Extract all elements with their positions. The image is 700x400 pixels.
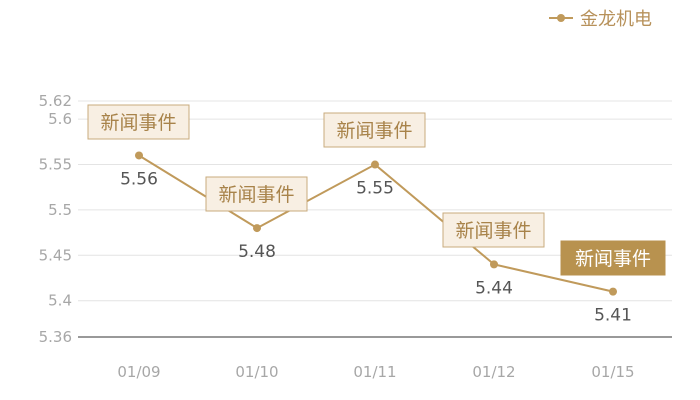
y-tick-label: 5.62 (39, 92, 72, 110)
event-marker-box (323, 112, 426, 148)
x-tick-label: 01/15 (591, 363, 634, 381)
y-tick-label: 5.4 (48, 292, 72, 310)
event-marker-label: 新闻事件 (100, 112, 176, 134)
x-tick-label: 01/09 (117, 363, 160, 381)
event-marker-label: 新闻事件 (455, 220, 531, 242)
y-tick-label: 5.45 (39, 246, 72, 264)
event-marker-box (442, 212, 545, 248)
x-tick-label: 01/10 (235, 363, 278, 381)
data-label: 5.56 (120, 169, 158, 189)
data-label: 5.41 (594, 306, 632, 326)
y-tick-label: 5.5 (48, 201, 72, 219)
event-marker-label: 新闻事件 (336, 120, 412, 142)
data-point (135, 151, 143, 160)
x-tick-label: 01/11 (353, 363, 396, 381)
data-label: 5.44 (475, 278, 513, 298)
legend-label: 金龙机电 (580, 9, 652, 30)
event-marker-box (560, 240, 666, 276)
data-point (609, 287, 617, 296)
y-tick-label: 5.55 (39, 156, 72, 174)
data-point (253, 224, 261, 233)
data-point (371, 160, 379, 169)
x-tick-label: 01/12 (472, 363, 515, 381)
data-label: 5.55 (356, 179, 394, 199)
data-label: 5.48 (238, 242, 276, 262)
y-tick-label: 5.6 (48, 110, 72, 128)
event-marker-box (205, 176, 308, 212)
event-marker-label: 新闻事件 (218, 184, 294, 206)
data-point (490, 260, 498, 269)
event-marker-box (87, 104, 190, 140)
event-marker-label: 新闻事件 (575, 248, 651, 270)
y-tick-label: 5.36 (39, 328, 72, 346)
legend-dot-icon (557, 14, 565, 22)
